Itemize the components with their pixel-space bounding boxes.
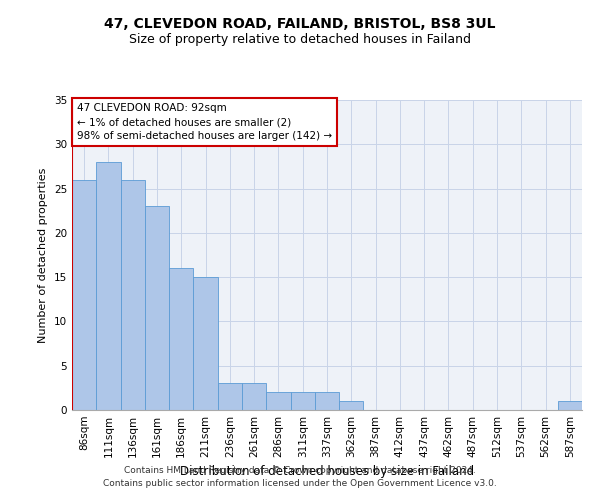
Bar — [266, 392, 290, 410]
Bar — [290, 392, 315, 410]
Text: 47, CLEVEDON ROAD, FAILAND, BRISTOL, BS8 3UL: 47, CLEVEDON ROAD, FAILAND, BRISTOL, BS8… — [104, 18, 496, 32]
Bar — [96, 162, 121, 410]
Bar — [242, 384, 266, 410]
Bar — [558, 401, 582, 410]
X-axis label: Distribution of detached houses by size in Failand: Distribution of detached houses by size … — [180, 466, 474, 478]
Bar — [169, 268, 193, 410]
Bar — [193, 277, 218, 410]
Bar — [339, 401, 364, 410]
Y-axis label: Number of detached properties: Number of detached properties — [38, 168, 49, 342]
Bar — [121, 180, 145, 410]
Text: Contains HM Land Registry data © Crown copyright and database right 2024.
Contai: Contains HM Land Registry data © Crown c… — [103, 466, 497, 487]
Bar — [145, 206, 169, 410]
Text: Size of property relative to detached houses in Failand: Size of property relative to detached ho… — [129, 32, 471, 46]
Bar — [315, 392, 339, 410]
Text: 47 CLEVEDON ROAD: 92sqm
← 1% of detached houses are smaller (2)
98% of semi-deta: 47 CLEVEDON ROAD: 92sqm ← 1% of detached… — [77, 103, 332, 141]
Bar — [218, 384, 242, 410]
Bar — [72, 180, 96, 410]
